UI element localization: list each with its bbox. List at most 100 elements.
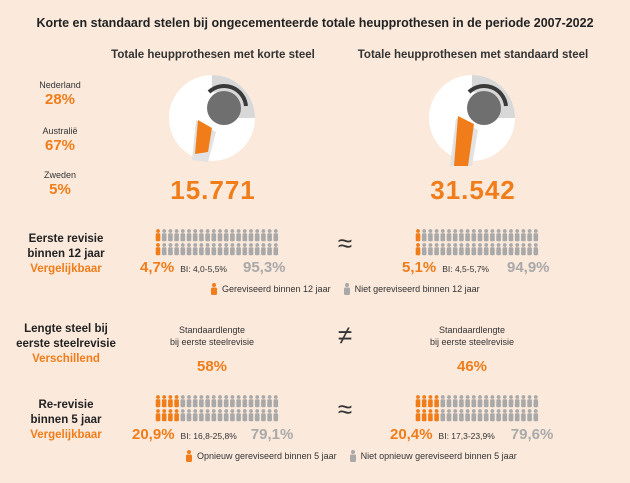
not-revised-person-icon (186, 395, 192, 408)
country-australia: Australië 67% (30, 126, 90, 154)
not-revised-person-icon (496, 243, 501, 256)
not-revised-person-icon (180, 409, 186, 422)
revised-person-icon (428, 395, 433, 408)
not-revised-person-icon (261, 395, 266, 408)
not-revised-person-icon (490, 409, 495, 422)
not-revised-person-icon (205, 243, 210, 256)
people-grid-revision-standard (415, 229, 539, 256)
not-revised-person-icon (205, 395, 210, 408)
not-revised-person-icon (217, 409, 223, 422)
not-revised-person-icon (440, 395, 446, 408)
not-revised-person-icon (267, 409, 272, 422)
std-label-line2: bij eerste steelrevisie (429, 337, 515, 347)
revised-person-icon (421, 395, 427, 408)
not-revised-person-icon (459, 409, 464, 422)
not-revised-person-icon (533, 409, 539, 422)
not-revised-person-icon (248, 229, 254, 242)
not-revised-person-icon (168, 229, 173, 242)
not-revised-person-icon (161, 243, 167, 256)
not-revised-person-icon (514, 395, 520, 408)
not-revised-person-icon (502, 395, 508, 408)
not-revised-person-icon (521, 229, 526, 242)
not-revised-person-icon (242, 243, 248, 256)
not-revised-person-icon (434, 229, 439, 242)
legend-no: Niet opnieuw gereviseerd binnen 5 jaar (360, 451, 517, 461)
not-revised-person-icon (446, 243, 452, 256)
legend-yes: Gereviseerd binnen 12 jaar (222, 284, 331, 294)
not-revised-person-icon (533, 229, 539, 242)
not-revised-person-icon (236, 229, 241, 242)
not-revised-person-icon (471, 395, 477, 408)
not-revised-person-icon (508, 243, 514, 256)
not-revised-person-icon (180, 243, 186, 256)
people-grid-revision-short (155, 229, 279, 256)
not-revised-person-icon (254, 243, 260, 256)
not-revised-person-icon (254, 409, 260, 422)
not-revised-person-icon (267, 243, 272, 256)
not-revised-person-icon (440, 243, 446, 256)
not-revised-person-icon (421, 243, 427, 256)
not-revised-person-icon (508, 409, 514, 422)
not-revised-person-icon (242, 395, 248, 408)
revised-person-icon (174, 395, 179, 408)
not-revised-person-icon (440, 229, 446, 242)
revision-short-rest: 95,3% (242, 259, 286, 276)
not-revised-person-icon (502, 409, 508, 422)
revision-standard-pct: 5,1% (402, 259, 437, 276)
short-stem-hip-icon (169, 75, 255, 162)
not-revised-person-icon (273, 409, 279, 422)
grey-person-icon (349, 450, 356, 462)
revision-short-ci: BI: 4,0-5,5% (180, 264, 227, 274)
not-revised-person-icon (161, 229, 167, 242)
total-standard-stem: 31.542 (430, 175, 516, 205)
rerevision-short-pct: 20,9% (132, 426, 175, 443)
not-revised-person-icon (199, 229, 204, 242)
legend-yes: Opnieuw gereviseerd binnen 5 jaar (197, 451, 337, 461)
revised-person-icon (415, 229, 421, 242)
not-revised-person-icon (508, 229, 514, 242)
revised-person-icon (434, 395, 439, 408)
rerevision-standard-ci: BI: 17,3-23,9% (438, 431, 495, 441)
country-pct: 28% (44, 91, 76, 108)
not-revised-person-icon (465, 243, 470, 256)
not-revised-person-icon (459, 229, 464, 242)
not-revised-person-icon (446, 229, 452, 242)
approx-equal-symbol: ≈ (337, 228, 353, 258)
not-revised-person-icon (533, 395, 539, 408)
not-revised-person-icon (217, 229, 223, 242)
not-revised-person-icon (514, 229, 520, 242)
not-revised-person-icon (261, 229, 266, 242)
row-label-line1: Lengte steel bij (24, 323, 108, 335)
not-revised-person-icon (496, 409, 501, 422)
not-revised-person-icon (254, 229, 260, 242)
revised-person-icon (415, 395, 421, 408)
not-revised-person-icon (527, 395, 532, 408)
country-pct: 5% (49, 181, 71, 198)
not-revised-person-icon (236, 409, 241, 422)
not-revised-person-icon (168, 243, 173, 256)
not-revised-person-icon (254, 395, 260, 408)
length-short-stem: Standaardlengte bij eerste steelrevisie … (142, 324, 282, 375)
not-revised-person-icon (192, 229, 198, 242)
not-revised-person-icon (273, 243, 279, 256)
not-revised-person-icon (211, 243, 217, 256)
not-revised-person-icon (273, 229, 279, 242)
not-revised-person-icon (477, 409, 483, 422)
revised-person-icon (155, 229, 161, 242)
revised-person-icon (168, 409, 173, 422)
not-revised-person-icon (217, 395, 223, 408)
not-revised-person-icon (483, 395, 489, 408)
not-revised-person-icon (186, 409, 192, 422)
length-standard-stem: Standaardlengte bij eerste steelrevisie … (402, 324, 542, 375)
grey-person-icon (343, 283, 350, 295)
not-revised-person-icon (223, 243, 229, 256)
revision-short-pct: 4,7% (140, 259, 175, 276)
not-revised-person-icon (199, 409, 204, 422)
not-revised-person-icon (223, 229, 229, 242)
revision-standard-rest: 94,9% (506, 259, 550, 276)
not-revised-person-icon (273, 395, 279, 408)
not-revised-person-icon (502, 243, 508, 256)
not-revised-person-icon (490, 243, 495, 256)
row-label-line2: eerste steelrevisie (16, 338, 116, 350)
not-revised-person-icon (434, 243, 439, 256)
